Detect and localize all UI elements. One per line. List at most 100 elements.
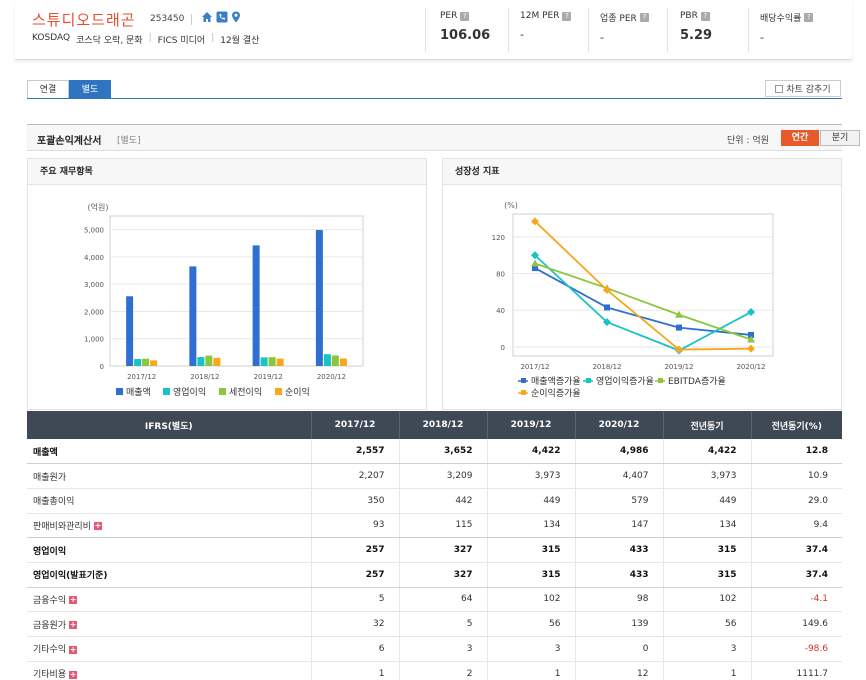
table-cell: 449 — [663, 488, 752, 514]
table-cell: -98.6 — [751, 636, 842, 662]
table-cell: 315 — [487, 562, 576, 588]
table-row: 금융원가 +32 5 56 139 56 149.6 — [27, 611, 842, 637]
table-cell: 4,422 — [487, 439, 576, 465]
table-cell: 56 — [487, 611, 576, 637]
point-2-0 — [531, 259, 539, 267]
table-cell: 433 — [575, 562, 664, 588]
metric-value: 106.06 — [440, 28, 491, 43]
metric-value: - — [600, 31, 604, 44]
series-line-2 — [534, 262, 752, 341]
table-cell: 315 — [487, 537, 576, 563]
stock-code: 253450 — [150, 14, 185, 24]
metric-per: PER? 106.06 — [440, 11, 490, 43]
bar-2-0 — [142, 358, 150, 366]
table-cell: 37.4 — [751, 537, 842, 563]
divider — [425, 8, 426, 52]
divider — [191, 14, 192, 25]
y-tick-label: 40 — [496, 307, 505, 315]
table-cell: 12.8 — [751, 439, 842, 465]
metric-12m-per: 12M PER? - — [520, 11, 572, 41]
table-cell: 257 — [311, 537, 400, 563]
help-icon[interactable]: ? — [639, 13, 649, 22]
row-label: 매출원가 — [27, 463, 312, 489]
home-icon[interactable] — [201, 11, 213, 26]
table-cell: 3,209 — [399, 463, 488, 489]
legend-marker-2 — [658, 378, 663, 383]
table-cell: 1 — [311, 661, 400, 680]
row-label-text: 기타비용 — [33, 670, 67, 680]
table-row: 매출총이익 350 442 449 579 449 29.0 — [27, 488, 842, 514]
quarterly-button[interactable]: 분기 — [820, 130, 860, 146]
help-icon[interactable]: ? — [460, 11, 470, 21]
table-cell: 9.4 — [751, 513, 842, 539]
metric-label: 업종 PER — [600, 14, 637, 24]
row-label-text: 영업이익(발표기준) — [33, 571, 108, 582]
company-subinfo: KOSDAQ 코스닥 오락, 문화 | FICS 미디어 | 12월 결산 — [32, 33, 259, 46]
column-header: 2019/12 — [487, 411, 576, 439]
table-cell: 134 — [663, 513, 752, 539]
x-tick-label: 2020/12 — [317, 373, 346, 381]
key-financials-panel: 주요 재무항목 (억원) 0 1,000 2,000 3,000 4,000 5,000 20… — [27, 158, 427, 410]
expand-icon[interactable]: + — [69, 620, 78, 630]
phone-icon[interactable] — [216, 11, 228, 26]
company-name[interactable]: 스튜디오드래곤 — [32, 11, 136, 29]
y-tick-label: 0 — [501, 344, 505, 352]
metric-label: 12M PER — [520, 11, 560, 21]
y-tick-label: 2,000 — [84, 308, 104, 316]
help-icon[interactable]: ? — [700, 11, 710, 21]
table-cell: 350 — [311, 488, 400, 514]
settlement: 12월 결산 — [220, 36, 260, 46]
row-label: 판매비와관리비 + — [27, 513, 312, 539]
growth-indicators-chart: (%) 0 40 80 120 2017/12 2018/12 2019/12 2020/12 매… — [492, 201, 774, 399]
column-header: 2020/12 — [575, 411, 664, 439]
metric-value: - — [520, 28, 524, 41]
expand-icon[interactable]: + — [93, 521, 102, 531]
table-row: 기타비용 +1 2 1 12 1 1111.7 — [27, 661, 842, 680]
tab-separate[interactable]: 별도 — [69, 80, 111, 99]
table-cell: 4,407 — [575, 463, 664, 489]
expand-icon[interactable]: + — [69, 644, 78, 654]
table-cell: 3 — [663, 636, 752, 662]
key-financials-chart: (억원) 0 1,000 2,000 3,000 4,000 5,000 2017/12 201… — [84, 202, 364, 398]
location-icon[interactable] — [231, 11, 241, 26]
table-cell: 3 — [399, 636, 488, 662]
bar-0-3 — [315, 230, 323, 366]
y-tick-label: 80 — [496, 271, 505, 279]
table-cell: 2,557 — [311, 439, 400, 465]
checkbox[interactable] — [775, 84, 784, 93]
table-cell: 10.9 — [751, 463, 842, 489]
row-label-text: 금융수익 — [33, 595, 67, 606]
expand-icon[interactable]: + — [69, 595, 78, 605]
table-header-row: IFRS(별도) 2017/12 2018/12 2019/12 2020/12 전년동기… — [27, 411, 842, 439]
expand-icon[interactable]: + — [69, 669, 78, 679]
help-icon[interactable]: ? — [562, 11, 572, 21]
metric-dividend-yield: 배당수익률? - — [760, 11, 814, 44]
y-tick-label: 1,000 — [84, 336, 104, 344]
help-icon[interactable]: ? — [804, 13, 814, 22]
table-row: 기타수익 +6 3 3 0 3 -98.6 — [27, 636, 842, 662]
column-header: 2018/12 — [399, 411, 488, 439]
table-cell: 93 — [311, 513, 400, 539]
sector: 코스닥 오락, 문화 — [76, 36, 143, 46]
metric-label: 배당수익률 — [760, 14, 802, 24]
table-cell: 579 — [575, 488, 664, 514]
legend-label-2: 세전이익 — [229, 386, 262, 398]
legend-swatch-3 — [275, 388, 282, 395]
legend-label-1: 영업이익 — [173, 386, 206, 398]
row-label-text: 매출원가 — [33, 472, 67, 483]
table-cell: 4,422 — [663, 439, 752, 465]
annual-button[interactable]: 연간 — [781, 130, 819, 146]
legend-label-2: EBITDA증가율 — [668, 376, 726, 387]
x-tick-label: 2019/12 — [664, 363, 693, 371]
legend-label-3: 순이익 — [285, 386, 310, 398]
table-cell: 2,207 — [311, 463, 400, 489]
column-header: 2017/12 — [311, 411, 400, 439]
row-label: 매출총이익 — [27, 488, 312, 514]
legend-marker-3 — [521, 390, 526, 395]
hide-chart-toggle[interactable]: 차트 감추기 — [765, 80, 841, 97]
table-cell: 64 — [399, 587, 488, 613]
row-label-text: 금융원가 — [33, 620, 67, 631]
point-0-1 — [604, 304, 610, 311]
tab-consolidated[interactable]: 연결 — [27, 80, 69, 99]
point-1-1 — [603, 318, 611, 327]
